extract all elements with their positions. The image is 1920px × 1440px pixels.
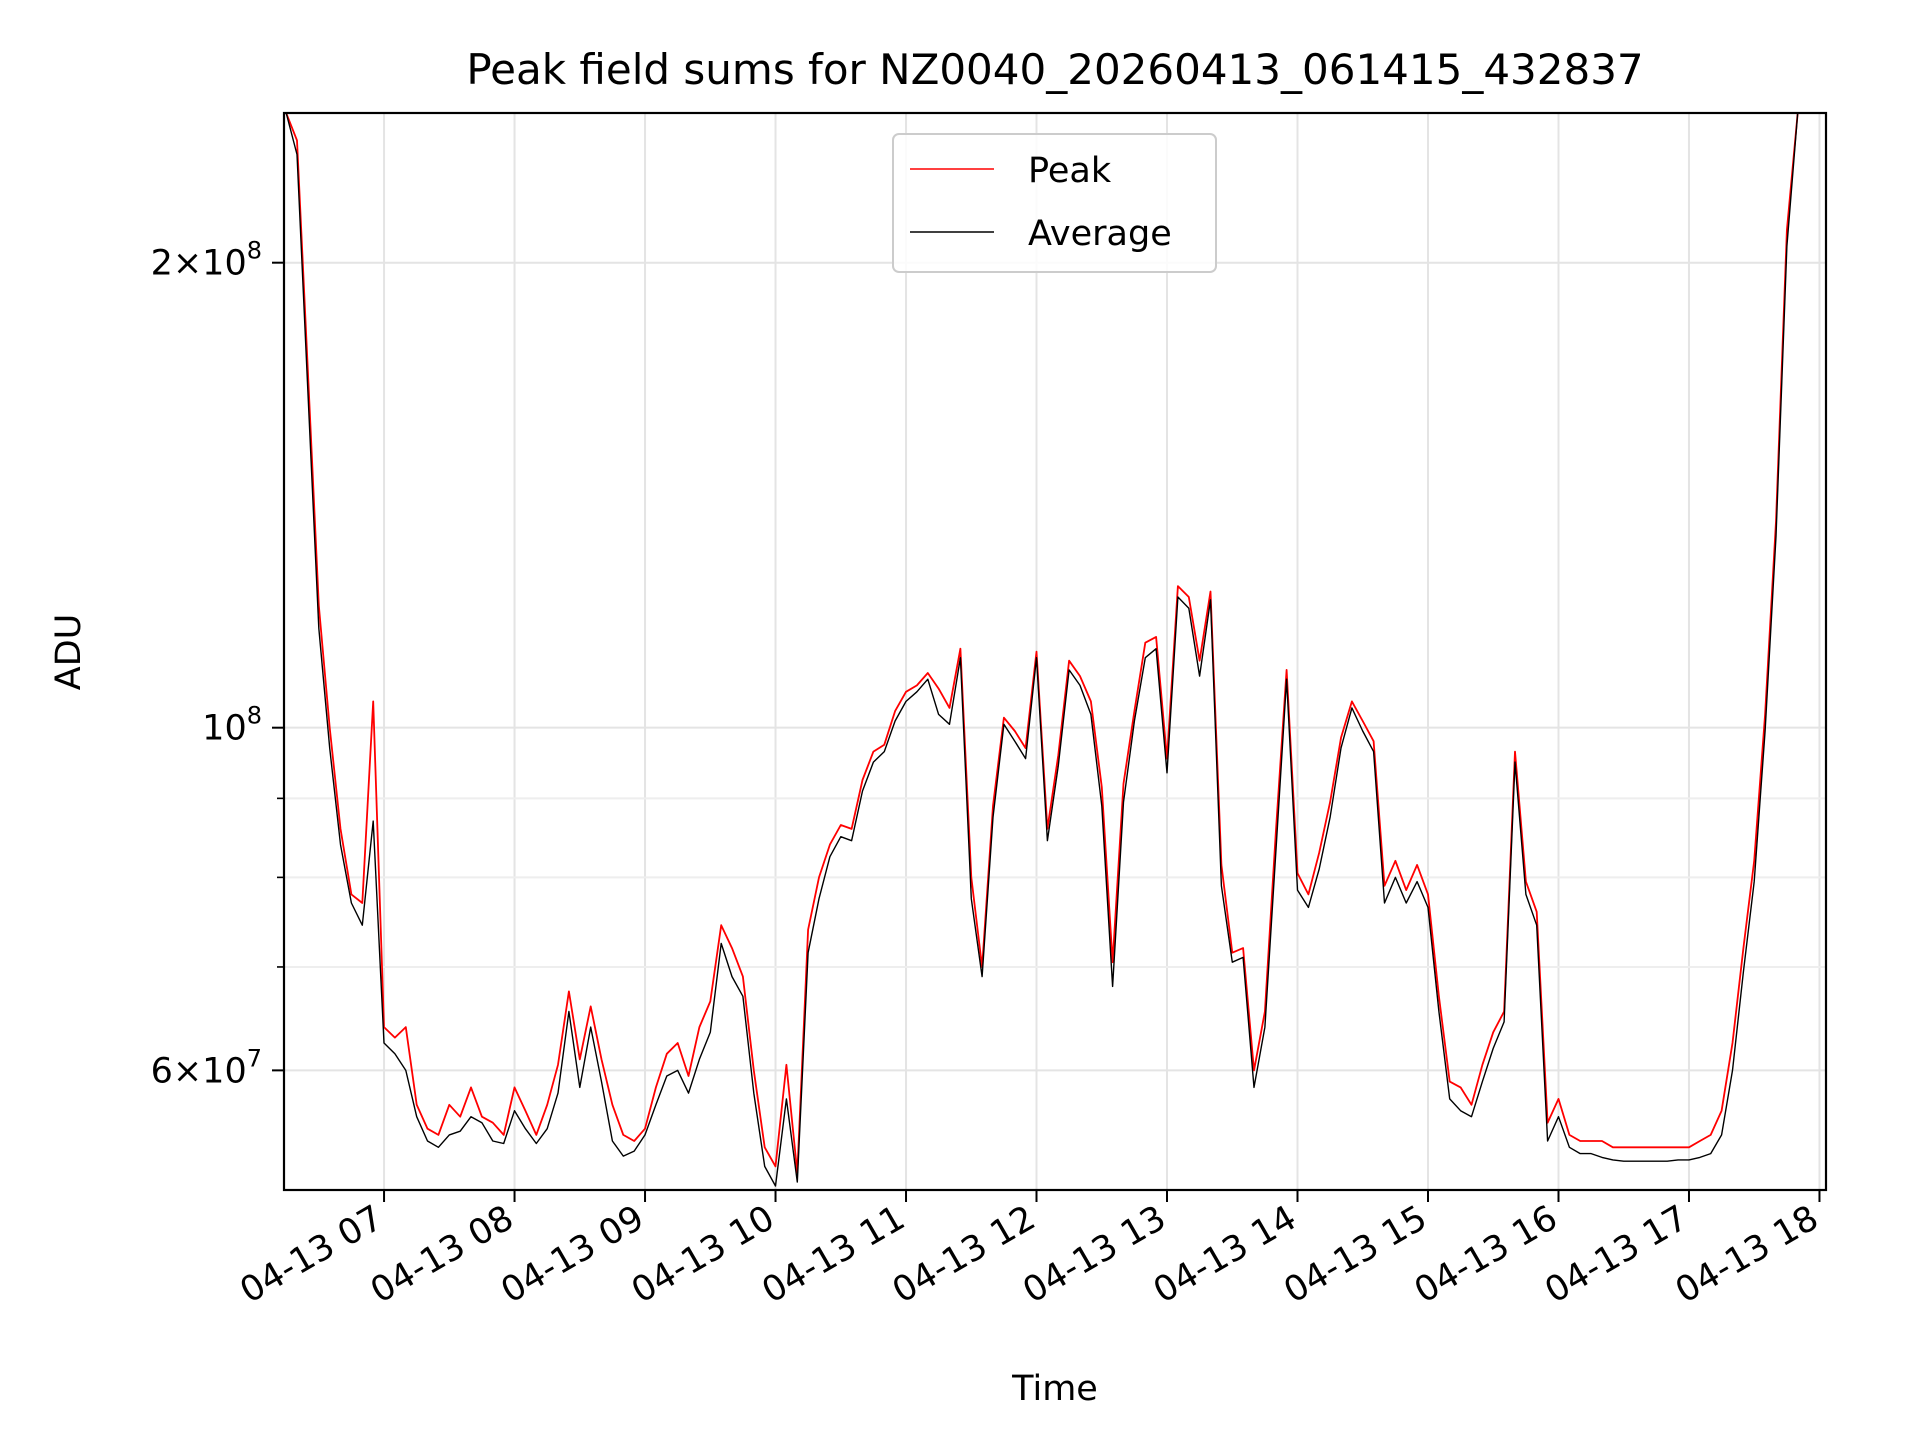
y-tick-label: 2×108 xyxy=(151,237,262,284)
y-tick-label: 6×107 xyxy=(151,1044,262,1091)
y-tick-base: 10 xyxy=(202,1051,247,1091)
y-tick-times: × xyxy=(173,1051,202,1091)
series-line-average xyxy=(285,113,1799,1187)
y-tick-base: 10 xyxy=(202,244,247,284)
y-tick-times: × xyxy=(173,244,202,284)
y-tick-label: 108 xyxy=(202,702,262,749)
y-tick-exponent: 8 xyxy=(247,702,262,730)
y-tick-mantissa: 6 xyxy=(151,1051,173,1091)
x-axis-label: Time xyxy=(1011,1369,1098,1409)
y-tick-exponent: 7 xyxy=(247,1044,262,1072)
legend-average-label: Average xyxy=(1028,214,1172,254)
legend-peak-label: Peak xyxy=(1028,151,1112,191)
y-tick-exponent: 8 xyxy=(247,237,262,265)
axes-frame xyxy=(282,111,1828,1192)
y-axis-label: ADU xyxy=(49,614,89,691)
legend: Peak Average xyxy=(892,133,1217,273)
plot-area xyxy=(285,113,1799,1187)
chart-title: Peak field sums for NZ0040_20260413_0614… xyxy=(466,45,1643,94)
y-tick-base: 10 xyxy=(202,709,247,749)
y-tick-mantissa: 2 xyxy=(151,244,173,284)
